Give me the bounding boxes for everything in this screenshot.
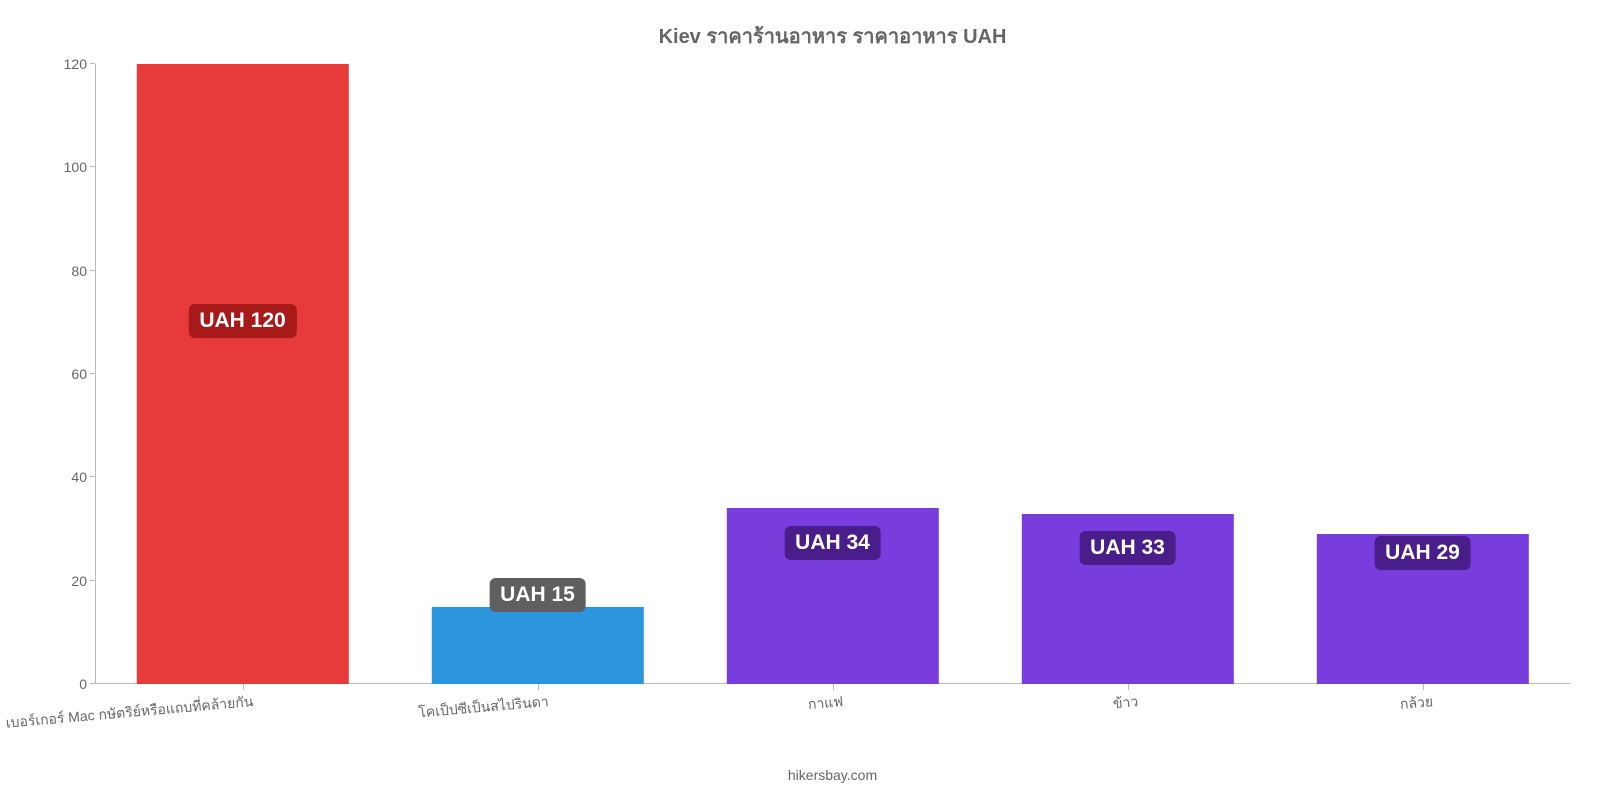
y-tick-label: 120 bbox=[45, 56, 87, 72]
x-tick-label: กล้วย bbox=[1399, 691, 1434, 716]
value-badge: UAH 34 bbox=[784, 526, 881, 560]
bar-slot: UAH 29 bbox=[1275, 64, 1570, 684]
attribution: hikersbay.com bbox=[95, 767, 1570, 783]
y-tick-label: 80 bbox=[45, 263, 87, 279]
value-badge: UAH 29 bbox=[1374, 536, 1471, 570]
x-tick-label: ข้าว bbox=[1112, 691, 1139, 715]
bar-slot: UAH 33 bbox=[980, 64, 1275, 684]
bar-slot: UAH 34 bbox=[685, 64, 980, 684]
x-tick-mark bbox=[833, 684, 834, 690]
y-tick-mark bbox=[90, 476, 95, 477]
y-tick-mark bbox=[90, 683, 95, 684]
x-tick-mark bbox=[538, 684, 539, 690]
plot-area: 020406080100120 UAH 120UAH 15UAH 34UAH 3… bbox=[95, 64, 1570, 684]
value-badge: UAH 15 bbox=[489, 578, 586, 612]
x-tick-mark bbox=[1423, 684, 1424, 690]
chart-title: Kiev ราคาร้านอาหาร ราคาอาหาร UAH bbox=[95, 20, 1570, 52]
x-tick-label: กาแฟ bbox=[807, 691, 844, 716]
x-labels: เบอร์เกอร์ Mac กษัตริย์หรือแถบที่คล้ายกั… bbox=[95, 692, 1570, 732]
bar-slot: UAH 120 bbox=[95, 64, 390, 684]
x-tick-label: โคเป็ปซีเป็นสไปรินดา bbox=[417, 691, 549, 724]
x-tick-label: เบอร์เกอร์ Mac กษัตริย์หรือแถบที่คล้ายกั… bbox=[5, 691, 254, 735]
x-tick-mark bbox=[243, 684, 244, 690]
bars-area: UAH 120 UAH 15 UAH 34 UAH 33 UAH 29 bbox=[95, 64, 1570, 684]
y-tick-label: 60 bbox=[45, 366, 87, 382]
y-tick-mark bbox=[90, 63, 95, 64]
bar-slot: UAH 15 bbox=[390, 64, 685, 684]
bar bbox=[136, 64, 348, 684]
y-tick-label: 100 bbox=[45, 159, 87, 175]
value-badge: UAH 33 bbox=[1079, 531, 1176, 565]
y-tick-mark bbox=[90, 270, 95, 271]
x-tick-mark bbox=[1128, 684, 1129, 690]
y-axis: 020406080100120 bbox=[45, 64, 95, 684]
value-badge: UAH 120 bbox=[188, 304, 296, 338]
y-tick-mark bbox=[90, 166, 95, 167]
y-tick-label: 40 bbox=[45, 469, 87, 485]
chart-container: Kiev ราคาร้านอาหาร ราคาอาหาร UAH 0204060… bbox=[95, 20, 1570, 740]
bar bbox=[431, 607, 643, 685]
y-tick-label: 20 bbox=[45, 573, 87, 589]
y-tick-mark bbox=[90, 373, 95, 374]
y-tick-mark bbox=[90, 580, 95, 581]
y-tick-label: 0 bbox=[45, 676, 87, 692]
